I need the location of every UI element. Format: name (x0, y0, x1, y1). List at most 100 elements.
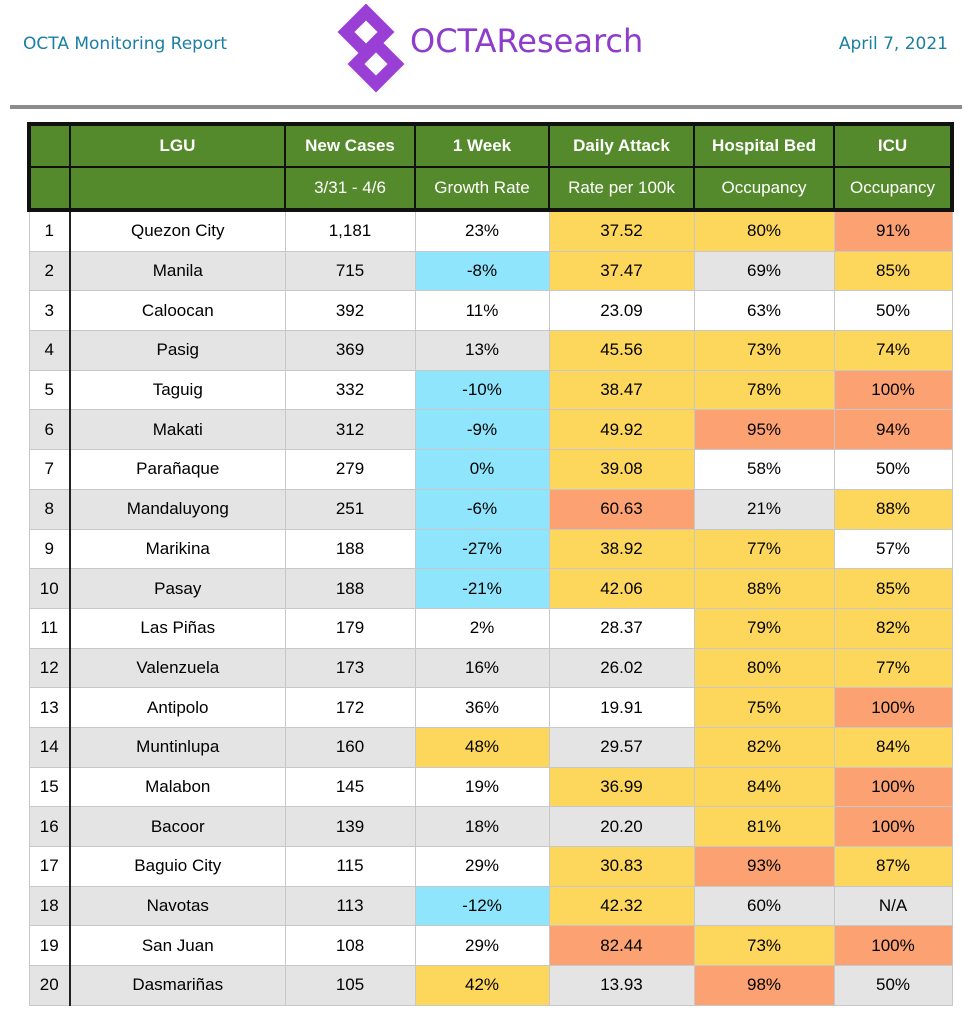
table-cell: 50% (833, 449, 953, 490)
table-cell: Mandaluyong (69, 488, 286, 530)
table-cell: 332 (284, 369, 416, 411)
table-cell: 100% (833, 369, 953, 411)
table-cell: -8% (414, 250, 550, 292)
table-cell: 29% (414, 846, 550, 887)
table-cell: 5 (28, 369, 71, 411)
table-cell: 23% (414, 209, 550, 252)
table-cell: 82% (693, 726, 835, 768)
header-cell: Rate per 100k (548, 166, 695, 211)
table-cell: 9 (28, 528, 71, 570)
table-cell: 42.32 (548, 885, 695, 927)
table-cell: 20 (28, 965, 71, 1006)
table-cell: 279 (284, 449, 416, 490)
table-cell: 369 (284, 330, 416, 371)
table-cell: San Juan (69, 925, 286, 967)
table-cell: 82.44 (548, 925, 695, 967)
table-cell: 17 (28, 846, 71, 887)
header-cell (28, 123, 71, 168)
header-cell: 1 Week (414, 123, 550, 168)
header-cell: 3/31 - 4/6 (284, 166, 416, 211)
table-row: 12 Valenzuela 173 16% 26.02 80% 77% (28, 647, 953, 689)
table-cell: 45.56 (548, 330, 695, 371)
table-cell: 13.93 (548, 965, 695, 1006)
table-cell: 95% (693, 409, 835, 451)
table-cell: 42.06 (548, 568, 695, 609)
table-cell: 2% (414, 607, 550, 649)
table-cell: 18 (28, 885, 71, 927)
table-cell: 77% (833, 647, 953, 689)
table-cell: 49.92 (548, 409, 695, 451)
table-cell: 19% (414, 766, 550, 808)
table-cell: 16% (414, 647, 550, 689)
table-cell: 19 (28, 925, 71, 967)
table-cell: 100% (833, 925, 953, 967)
table-cell: Quezon City (69, 209, 286, 252)
table-cell: 60.63 (548, 488, 695, 530)
table-cell: 312 (284, 409, 416, 451)
table-cell: 160 (284, 726, 416, 768)
table-cell: 14 (28, 726, 71, 768)
table-cell: 75% (693, 687, 835, 728)
table-cell: 2 (28, 250, 71, 292)
table-cell: 38.92 (548, 528, 695, 570)
table-cell: 12 (28, 647, 71, 689)
table-cell: Malabon (69, 766, 286, 808)
header-cell: Hospital Bed (693, 123, 835, 168)
report-name: OCTA Monitoring Report (23, 34, 228, 54)
table-cell: 18% (414, 806, 550, 847)
table-cell: 7 (28, 449, 71, 490)
table-row: 3 Caloocan 392 11% 23.09 63% 50% (28, 290, 953, 332)
table-cell: 80% (693, 209, 835, 252)
table-cell: 392 (284, 290, 416, 332)
table-cell: Makati (69, 409, 286, 451)
table-cell: 58% (693, 449, 835, 490)
table-row: 1 Quezon City 1,181 23% 37.52 80% 91% (28, 209, 953, 252)
table-cell: 94% (833, 409, 953, 451)
table-cell: Navotas (69, 885, 286, 927)
table-cell: 73% (693, 925, 835, 967)
table-cell: 79% (693, 607, 835, 649)
table-cell: 16 (28, 806, 71, 847)
table-row: 11 Las Piñas 179 2% 28.37 79% 82% (28, 607, 953, 649)
table-cell: 85% (833, 568, 953, 609)
table-cell: 188 (284, 568, 416, 609)
table-cell: 38.47 (548, 369, 695, 411)
table-cell: 73% (693, 330, 835, 371)
table-cell: 100% (833, 687, 953, 728)
logo (337, 4, 405, 93)
table-cell: Dasmariñas (69, 965, 286, 1006)
table-cell: Pasig (69, 330, 286, 371)
table-cell: 172 (284, 687, 416, 728)
table-cell: 19.91 (548, 687, 695, 728)
header-cell: ICU (833, 123, 953, 168)
table-cell: 11 (28, 607, 71, 649)
table-row: 2 Manila 715 -8% 37.47 69% 85% (28, 250, 953, 292)
table-cell: 60% (693, 885, 835, 927)
table-cell: 8 (28, 488, 71, 530)
table-cell: 36% (414, 687, 550, 728)
table-cell: 85% (833, 250, 953, 292)
table-row: 7 Parañaque 279 0% 39.08 58% 50% (28, 449, 953, 490)
table-cell: 84% (693, 766, 835, 808)
table-cell: 13 (28, 687, 71, 728)
table-row: 10 Pasay 188 -21% 42.06 88% 85% (28, 568, 953, 609)
table-cell: 1 (28, 209, 71, 252)
table-cell: 82% (833, 607, 953, 649)
table-cell: Muntinlupa (69, 726, 286, 768)
table-cell: 50% (833, 290, 953, 332)
table-cell: 74% (833, 330, 953, 371)
table-cell: 80% (693, 647, 835, 689)
table-cell: 81% (693, 806, 835, 847)
table-cell: Parañaque (69, 449, 286, 490)
table-cell: 26.02 (548, 647, 695, 689)
table-cell: 63% (693, 290, 835, 332)
table-row: 17 Baguio City 115 29% 30.83 93% 87% (28, 846, 953, 887)
table-cell: 98% (693, 965, 835, 1006)
table-cell: 11% (414, 290, 550, 332)
table-cell: 20.20 (548, 806, 695, 847)
table-row: 15 Malabon 145 19% 36.99 84% 100% (28, 766, 953, 808)
table-cell: 88% (833, 488, 953, 530)
table-cell: 88% (693, 568, 835, 609)
table-row: 16 Bacoor 139 18% 20.20 81% 100% (28, 806, 953, 847)
table-cell: 6 (28, 409, 71, 451)
